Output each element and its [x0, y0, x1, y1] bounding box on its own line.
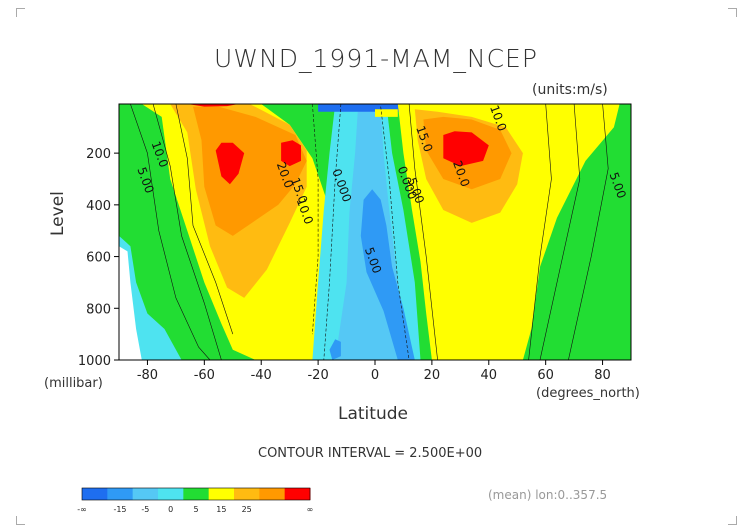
y-ticks: 200 400 600 800 1000 [78, 147, 119, 369]
band-blue-equator [360, 189, 415, 360]
colorbar-swatch [208, 488, 235, 500]
chart-title: UWND_1991-MAM_NCEP [214, 44, 538, 73]
y-tick-label: 400 [86, 199, 111, 214]
x-axis-label: Latitude [338, 404, 408, 424]
x-ticks: -80 -60 -40 -20 0 20 40 60 80 [137, 360, 611, 383]
units-label: (units:m/s) [532, 82, 608, 98]
corner-mark-tr [728, 8, 737, 17]
colorbar-label: 5 [193, 505, 198, 514]
colorbar-label: 0 [168, 505, 173, 514]
contour-line [408, 104, 438, 360]
corner-mark-br [728, 516, 737, 525]
colorbar-swatch [259, 488, 286, 500]
blue-patch-surface [329, 339, 341, 360]
colorbar-label: 15 [216, 505, 226, 514]
colorbar-swatch [82, 488, 108, 500]
x-tick-label: -80 [137, 368, 158, 383]
colorbar-label: 25 [242, 505, 252, 514]
x-tick-label: 80 [594, 368, 611, 383]
colorbar-label: -5 [141, 505, 149, 514]
y-tick-label: 800 [86, 302, 111, 317]
colorbar-label: -∞ [77, 505, 87, 514]
colorbar: -∞ -15 -5 0 5 15 25 ∞ [77, 487, 314, 514]
colorbar-label: ∞ [307, 505, 314, 514]
x-tick-label: -40 [251, 368, 272, 383]
colorbar-swatch [183, 488, 210, 500]
x-tick-label: -20 [307, 368, 328, 383]
x-tick-label: -60 [194, 368, 215, 383]
no-data-region [119, 246, 142, 360]
colorbar-swatch [158, 488, 184, 500]
y-tick-label: 600 [86, 251, 111, 266]
x-tick-label: 60 [537, 368, 554, 383]
contour-line [175, 104, 234, 335]
contour-line [539, 104, 581, 360]
contour-line [323, 104, 342, 360]
colorbar-swatch [107, 488, 134, 500]
y-axis-units: (millibar) [44, 376, 103, 391]
x-tick-label: 20 [424, 368, 441, 383]
x-tick-label: 40 [481, 368, 498, 383]
corner-mark-tl [16, 8, 25, 17]
contour-interval-text: CONTOUR INTERVAL = 2.500E+00 [258, 446, 483, 461]
corner-mark-bl [16, 516, 25, 525]
y-axis-label: Level [48, 191, 68, 236]
contour-line [152, 104, 222, 360]
jet-core-north [443, 131, 489, 167]
colorbar-frame [81, 487, 311, 501]
top-red-south [187, 104, 239, 107]
band-orange-south [193, 106, 307, 236]
contour-line [568, 104, 609, 360]
contour-line [130, 104, 211, 360]
y-tick-label: 200 [86, 147, 111, 162]
jet-core-south-main [215, 142, 245, 185]
contour-fills [119, 104, 631, 360]
colorbar-swatch [284, 488, 311, 500]
yellow-patch-top [375, 109, 398, 117]
colorbar-swatch [132, 488, 159, 500]
x-tick-label: 0 [371, 368, 379, 383]
contour-line [380, 106, 410, 360]
colorbar-swatch [234, 488, 260, 500]
contour-line [312, 104, 319, 335]
jet-core-south-secondary [281, 140, 301, 167]
contour-line [528, 104, 552, 360]
x-axis-units: (degrees_north) [536, 386, 640, 401]
y-tick-label: 1000 [78, 354, 111, 369]
colorbar-label: -15 [113, 505, 126, 514]
mean-lon-note: (mean) lon:0..357.5 [488, 488, 608, 502]
